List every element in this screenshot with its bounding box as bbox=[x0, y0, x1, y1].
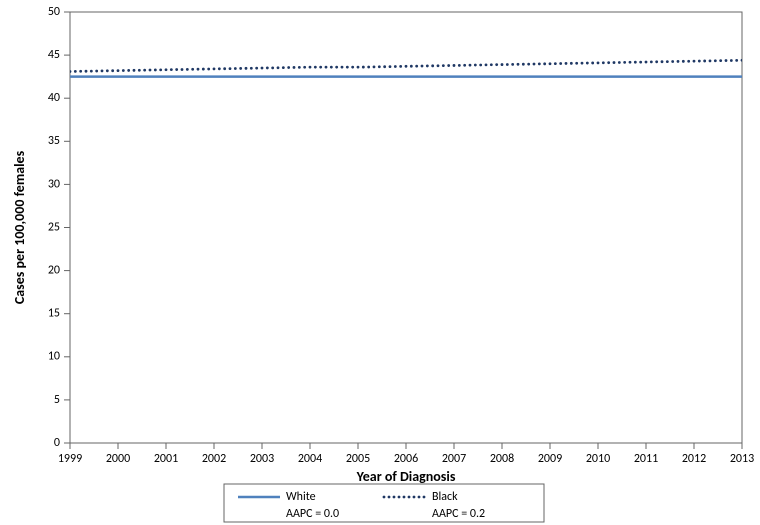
x-tick-label: 2008 bbox=[490, 452, 514, 466]
y-tick-label: 5 bbox=[54, 393, 60, 407]
x-axis-title: Year of Diagnosis bbox=[356, 468, 456, 485]
y-tick-label: 50 bbox=[48, 5, 60, 19]
line-chart: 0 5 10 15 20 25 30 35 40 45 50 1999 2000 2001 2002 2003… bbox=[0, 0, 760, 525]
legend-box bbox=[224, 484, 544, 522]
x-tick-label: 2010 bbox=[586, 452, 610, 466]
y-tick-label: 45 bbox=[48, 48, 60, 62]
x-tick-label: 2007 bbox=[442, 452, 466, 466]
y-tick-label: 15 bbox=[48, 307, 60, 321]
legend-label-black: Black bbox=[432, 490, 458, 504]
legend-aapc-white: AAPC = 0.0 bbox=[286, 507, 339, 521]
legend-swatch-black bbox=[383, 496, 426, 499]
y-tick-label: 40 bbox=[48, 91, 60, 105]
x-tick-label: 1999 bbox=[58, 452, 82, 466]
x-tick-label: 2006 bbox=[394, 452, 418, 466]
y-tick-label: 35 bbox=[48, 134, 60, 148]
x-tick-label: 2013 bbox=[730, 452, 754, 466]
x-tick-label: 2000 bbox=[106, 452, 130, 466]
chart-container: 0 5 10 15 20 25 30 35 40 45 50 1999 2000 2001 2002 2003… bbox=[0, 0, 760, 525]
x-tick-label: 2004 bbox=[298, 452, 322, 466]
x-tick-label: 2001 bbox=[154, 452, 178, 466]
legend-aapc-black: AAPC = 0.2 bbox=[432, 507, 485, 521]
x-tick-label: 2009 bbox=[538, 452, 562, 466]
legend-label-white: White bbox=[286, 490, 316, 504]
y-axis-title: Cases per 100,000 females bbox=[11, 150, 28, 304]
y-tick-label: 30 bbox=[48, 177, 60, 191]
y-tick-label: 10 bbox=[48, 350, 60, 364]
x-tick-label: 2005 bbox=[346, 452, 370, 466]
y-tick-label: 0 bbox=[54, 436, 60, 450]
x-tick-label: 2003 bbox=[250, 452, 274, 466]
y-tick-label: 25 bbox=[48, 220, 60, 234]
x-tick-label: 2011 bbox=[634, 452, 658, 466]
x-tick-label: 2002 bbox=[202, 452, 226, 466]
x-tick-label: 2012 bbox=[682, 452, 706, 466]
y-tick-label: 20 bbox=[48, 263, 60, 277]
